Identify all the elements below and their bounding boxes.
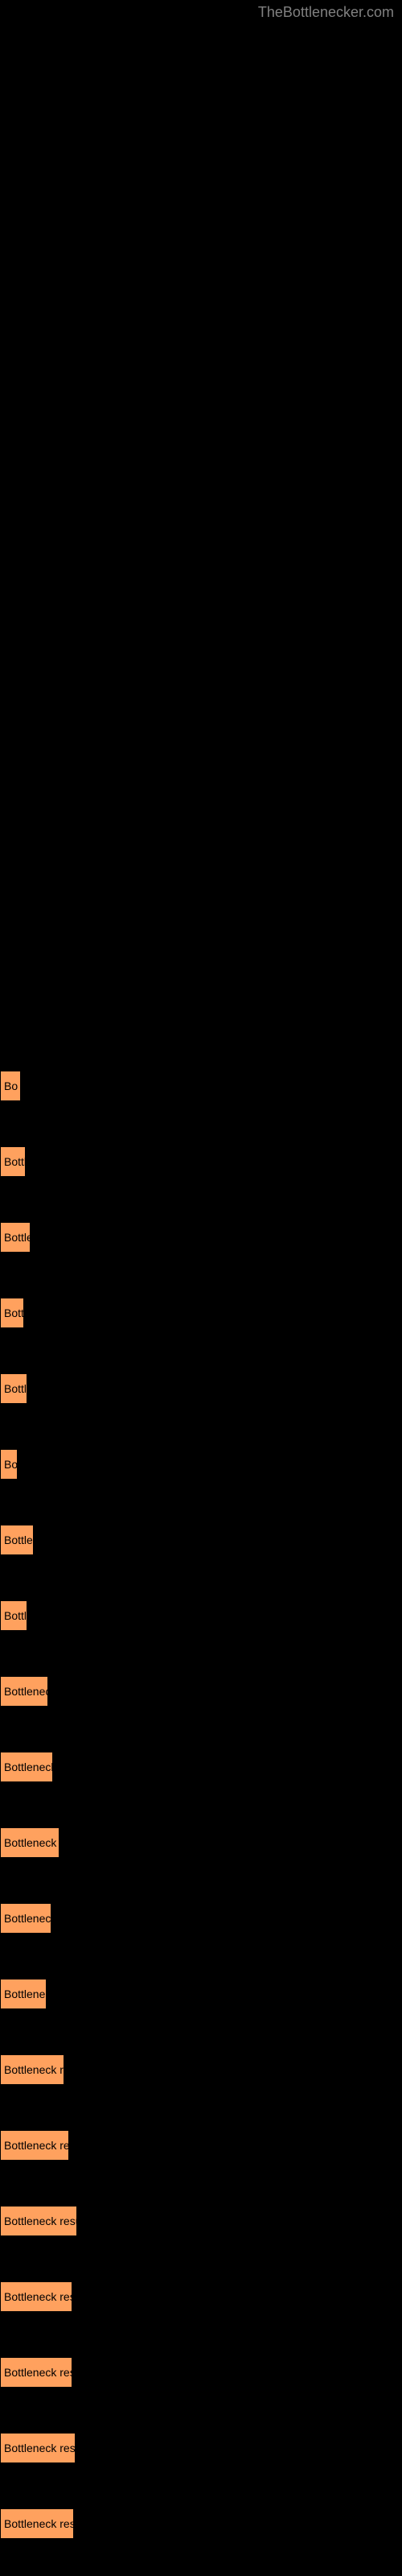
- bar-9: Bottleneck res: [0, 1752, 53, 1782]
- bar-18: Bottleneck result: [0, 2433, 76, 2463]
- bar-16: Bottleneck result: [0, 2281, 72, 2312]
- bar-row: Bottlen: [0, 1190, 402, 1265]
- bar-10: Bottleneck result: [0, 1827, 59, 1858]
- bar-row: Bottl: [0, 1114, 402, 1190]
- bar-1: Bottl: [0, 1146, 26, 1177]
- bar-17: Bottleneck result: [0, 2357, 72, 2388]
- bar-12: Bottleneck r: [0, 1979, 47, 2009]
- bar-0: Bo: [0, 1071, 21, 1101]
- bar-2: Bottlen: [0, 1222, 31, 1253]
- bar-row: Bottle: [0, 1568, 402, 1644]
- bar-row: Bottleneck result: [0, 2476, 402, 2552]
- watermark-text: TheBottlenecker.com: [258, 4, 394, 21]
- bar-15: Bottleneck result: [0, 2206, 77, 2236]
- bar-row: Bottleneck result: [0, 2325, 402, 2401]
- bar-row: Bottleneck res: [0, 1719, 402, 1795]
- bar-5: Bo: [0, 1449, 18, 1480]
- bar-row: Bottleneck result: [0, 2401, 402, 2476]
- bar-3: Bottl: [0, 1298, 24, 1328]
- bar-row: Bottleneck r: [0, 1644, 402, 1719]
- bar-row: Bottle: [0, 1341, 402, 1417]
- bar-row: Bottleneck result: [0, 2249, 402, 2325]
- bar-row: Bo: [0, 1417, 402, 1492]
- bar-row: Bottleneck r: [0, 1946, 402, 2022]
- bar-8: Bottleneck r: [0, 1676, 48, 1707]
- bar-chart: Bo Bottl Bottlen Bottl Bottle Bo Bottlen…: [0, 1038, 402, 2552]
- bar-row: Bottleneck result: [0, 2098, 402, 2174]
- bar-6: Bottlene: [0, 1525, 34, 1555]
- bar-row: Bottleneck result: [0, 2022, 402, 2098]
- bar-row: Bo: [0, 1038, 402, 1114]
- bar-row: Bottleneck result: [0, 1795, 402, 1871]
- bar-19: Bottleneck result: [0, 2508, 74, 2539]
- bar-row: Bottl: [0, 1265, 402, 1341]
- bar-11: Bottleneck res: [0, 1903, 51, 1934]
- bar-4: Bottle: [0, 1373, 27, 1404]
- bar-13: Bottleneck result: [0, 2054, 64, 2085]
- bar-row: Bottleneck res: [0, 1871, 402, 1946]
- bar-row: Bottlene: [0, 1492, 402, 1568]
- bar-14: Bottleneck result: [0, 2130, 69, 2161]
- bar-7: Bottle: [0, 1600, 27, 1631]
- bar-row: Bottleneck result: [0, 2174, 402, 2249]
